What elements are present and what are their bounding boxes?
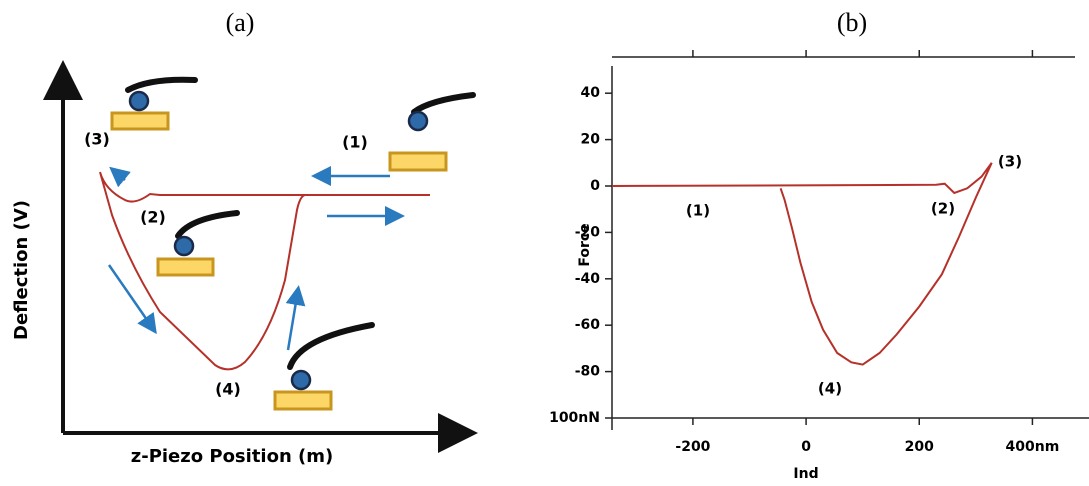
force-curve: [611, 162, 993, 366]
annotation: (3): [998, 153, 1022, 171]
y-tick-label: 100nN: [549, 410, 600, 426]
y-tick-label: -40: [575, 271, 601, 287]
panel-label: (b): [837, 8, 867, 37]
step-label: (3): [84, 130, 110, 149]
curve: [99, 171, 430, 371]
cantilever: [110, 76, 198, 131]
x-axis-label: z-Piezo Position (m): [131, 446, 334, 467]
step-label: (1): [342, 133, 368, 152]
y-tick-label: 20: [581, 132, 601, 148]
arrow: [107, 264, 157, 335]
y-tick-label: -60: [575, 317, 601, 333]
x-tick-label: 200: [905, 439, 934, 455]
annotation: (2): [931, 200, 955, 218]
panel-b: (b) Force Ind 40200-20-40-60-80100nN-200…: [549, 8, 1089, 482]
y-tick-label: 0: [590, 178, 600, 194]
step-label: (2): [140, 208, 166, 227]
cantilever: [156, 210, 240, 277]
x-tick-label: 0: [801, 439, 811, 455]
arrow: [109, 166, 131, 188]
y-tick-label: -80: [575, 364, 601, 380]
y-tick-label: -20: [575, 224, 601, 240]
step-label: (4): [215, 380, 241, 399]
x-tick-label: 400nm: [1006, 439, 1060, 455]
y-axis-label: Deflection (V): [11, 200, 32, 340]
cantilever: [388, 92, 476, 172]
cantilever: [273, 322, 375, 411]
arrow: [285, 285, 306, 351]
annotation: (1): [686, 202, 710, 220]
x-axis-label: Ind: [793, 466, 818, 482]
annotation: (4): [818, 380, 842, 398]
y-axis-label: Force: [577, 223, 593, 266]
y-tick-label: 40: [581, 85, 601, 101]
panel-label: (a): [226, 8, 255, 37]
x-tick-label: -200: [675, 439, 710, 455]
panel-a: (a) Deflection (V) z-Piezo Position (m) …: [11, 8, 478, 467]
